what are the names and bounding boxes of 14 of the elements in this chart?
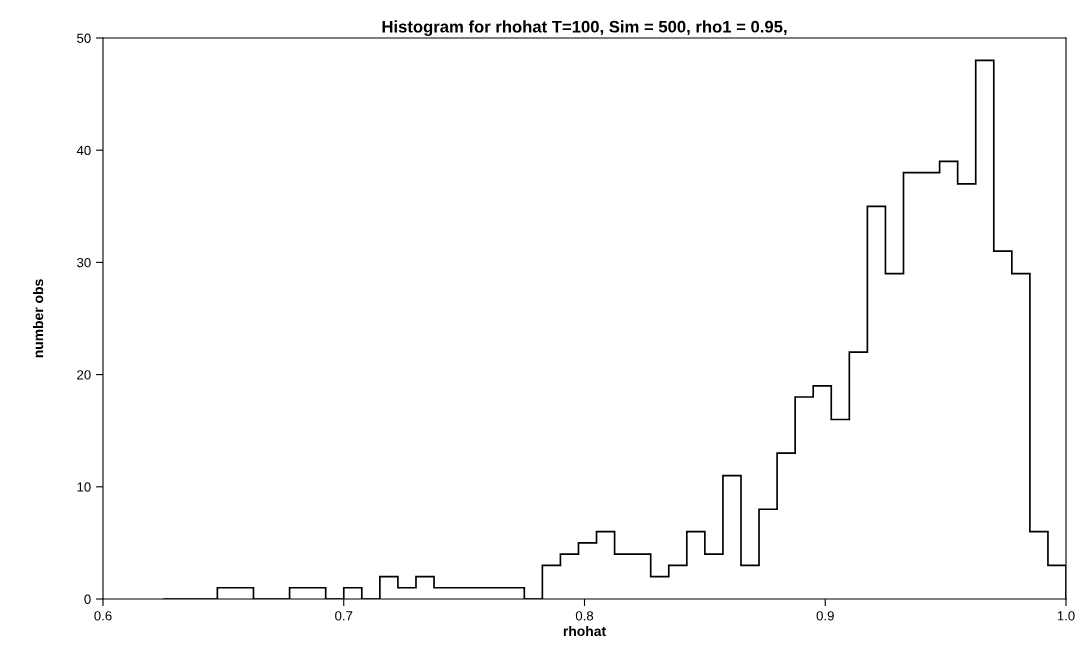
y-axis-title: number obs xyxy=(33,279,44,358)
x-axis-title: rhohat xyxy=(563,625,606,637)
chart-title: Histogram for rhohat T=100, Sim = 500, rho1 = 0.95, xyxy=(382,20,787,36)
y-tick-label: 40 xyxy=(76,145,91,156)
x-tick-label: 0.7 xyxy=(335,611,353,621)
y-tick-label: 0 xyxy=(84,594,91,604)
y-tick-label: 20 xyxy=(77,370,91,380)
y-tick-label: 50 xyxy=(77,33,91,43)
x-tick-label: 1.0 xyxy=(1057,611,1075,621)
x-tick-label: 0.8 xyxy=(575,611,594,621)
y-tick-label: 30 xyxy=(77,257,91,268)
y-tick-label: 10 xyxy=(77,482,91,492)
x-tick-label: 0.9 xyxy=(816,611,834,621)
x-tick-label: 0.6 xyxy=(94,611,112,621)
